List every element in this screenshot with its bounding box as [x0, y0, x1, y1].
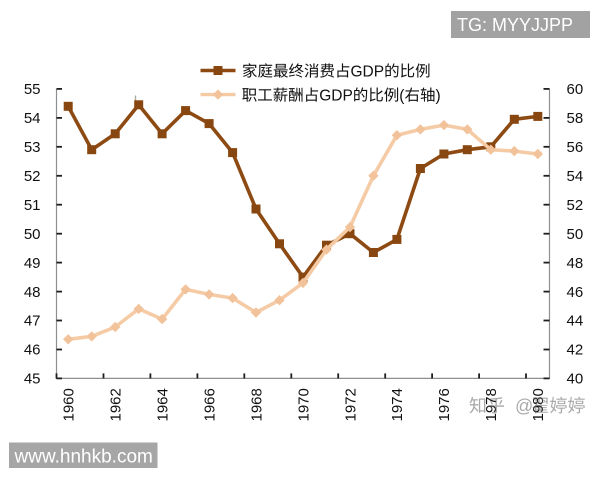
svg-text:1976: 1976	[436, 388, 453, 421]
svg-text:46: 46	[567, 284, 584, 301]
svg-text:49: 49	[24, 255, 41, 272]
svg-text:1978: 1978	[483, 388, 500, 421]
svg-text:42: 42	[567, 342, 584, 359]
svg-text:52: 52	[567, 197, 584, 214]
svg-text:40: 40	[567, 371, 584, 388]
svg-text:44: 44	[567, 313, 584, 330]
svg-text:1964: 1964	[154, 388, 171, 421]
svg-text:www.hnhkb.com: www.hnhkb.com	[14, 446, 153, 467]
svg-text:1962: 1962	[108, 388, 125, 421]
svg-text:50: 50	[567, 226, 584, 243]
svg-text:1980: 1980	[530, 388, 547, 421]
svg-text:1960: 1960	[61, 388, 78, 421]
svg-text:51: 51	[24, 197, 41, 214]
svg-text:1972: 1972	[342, 388, 359, 421]
svg-text:TG: MYYJJPP: TG: MYYJJPP	[457, 15, 573, 35]
svg-text:@: @	[515, 396, 533, 416]
svg-text:1966: 1966	[201, 388, 218, 421]
svg-text:GDP: GDP	[351, 63, 385, 80]
svg-text:): )	[436, 88, 441, 105]
svg-text:52: 52	[24, 168, 41, 185]
svg-text:48: 48	[567, 255, 584, 272]
svg-text:55: 55	[24, 81, 41, 98]
svg-text:53: 53	[24, 139, 41, 156]
svg-text:56: 56	[567, 139, 584, 156]
svg-text:46: 46	[24, 342, 41, 359]
svg-text:GDP: GDP	[319, 88, 353, 105]
svg-text:47: 47	[24, 313, 41, 330]
svg-text:54: 54	[567, 168, 584, 185]
svg-text:45: 45	[24, 371, 41, 388]
svg-text:1968: 1968	[248, 388, 265, 421]
svg-text:1970: 1970	[295, 388, 312, 421]
svg-text:58: 58	[567, 110, 584, 127]
svg-text:1974: 1974	[389, 388, 406, 421]
svg-text:(: (	[399, 88, 405, 105]
svg-text:54: 54	[24, 110, 41, 127]
svg-text:48: 48	[24, 284, 41, 301]
svg-text:50: 50	[24, 226, 41, 243]
svg-text:60: 60	[567, 81, 584, 98]
